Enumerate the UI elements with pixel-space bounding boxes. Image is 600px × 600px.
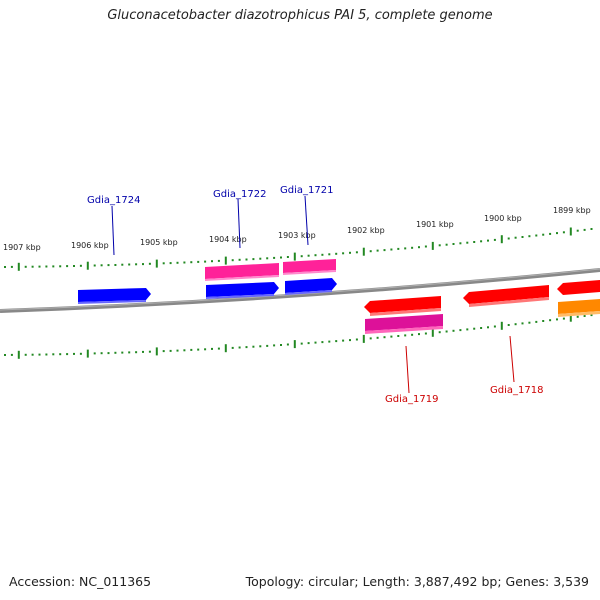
gene-arrow-gdia-1724[interactable] (78, 288, 151, 302)
gene-arrow-shadow (78, 300, 146, 304)
cds-feature[interactable] (283, 259, 336, 273)
scale-ticks-outer (4, 227, 593, 271)
cds-feature-shadow (205, 275, 279, 281)
gene-arrow-gdia-1721[interactable] (285, 278, 337, 293)
gene-arrow-gdia-1719[interactable] (364, 296, 441, 313)
gene-label-gdia-1718[interactable]: Gdia_1718 (490, 385, 543, 396)
gene-arrow-gdia-1718[interactable] (463, 285, 549, 304)
gene-arrow-shadow (285, 290, 332, 295)
tick-label-1902: 1902 kbp (347, 226, 385, 235)
tick-label-1906: 1906 kbp (71, 241, 109, 250)
cds-feature[interactable] (558, 299, 600, 314)
gene-label-gdia-1719[interactable]: Gdia_1719 (385, 394, 438, 405)
leader-line-gdia-1721 (304, 195, 309, 246)
gene-label-gdia-1721[interactable]: Gdia_1721 (280, 185, 333, 196)
tick-label-1905: 1905 kbp (140, 238, 178, 247)
genome-title: Gluconacetobacter diazotrophicus PAI 5, … (107, 8, 493, 23)
tick-label-1904: 1904 kbp (209, 235, 247, 244)
scale-ticks-inner (4, 313, 593, 359)
tick-label-1907: 1907 kbp (3, 243, 41, 252)
leader-line-gdia-1722 (237, 198, 241, 249)
accession-text: Accession: NC_011365 (9, 574, 152, 589)
cds-feature-shadow (283, 270, 336, 275)
genome-backbone (0, 268, 600, 313)
cds-feature[interactable] (205, 263, 279, 279)
tick-label-1901: 1901 kbp (416, 220, 454, 229)
cds-feature-shadow (558, 311, 600, 317)
cds-feature-shadow (365, 326, 443, 334)
gene-arrow-gdia-1722[interactable] (206, 282, 279, 297)
genome-backbone-highlight (0, 268, 600, 311)
tick-label-1899: 1899 kbp (553, 206, 591, 215)
gene-arrow[interactable] (557, 280, 600, 295)
cds-feature[interactable] (365, 314, 443, 331)
leader-line-gdia-1719 (405, 345, 410, 394)
scale-tick-labels: 1907 kbp 1906 kbp 1905 kbp 1904 kbp 1903… (3, 206, 591, 252)
gene-arrow-shadow (469, 297, 549, 307)
tick-label-1900: 1900 kbp (484, 214, 522, 223)
gene-label-gdia-1724[interactable]: Gdia_1724 (87, 195, 140, 206)
gene-arrow-shadow (370, 308, 441, 316)
leader-line-gdia-1718 (509, 335, 515, 383)
gene-arrow-shadow (206, 294, 274, 299)
tick-label-1903: 1903 kbp (278, 231, 316, 240)
leader-line-gdia-1724 (111, 205, 115, 256)
gene-label-gdia-1722[interactable]: Gdia_1722 (213, 189, 266, 200)
genome-stats-text: Topology: circular; Length: 3,887,492 bp… (245, 574, 589, 589)
